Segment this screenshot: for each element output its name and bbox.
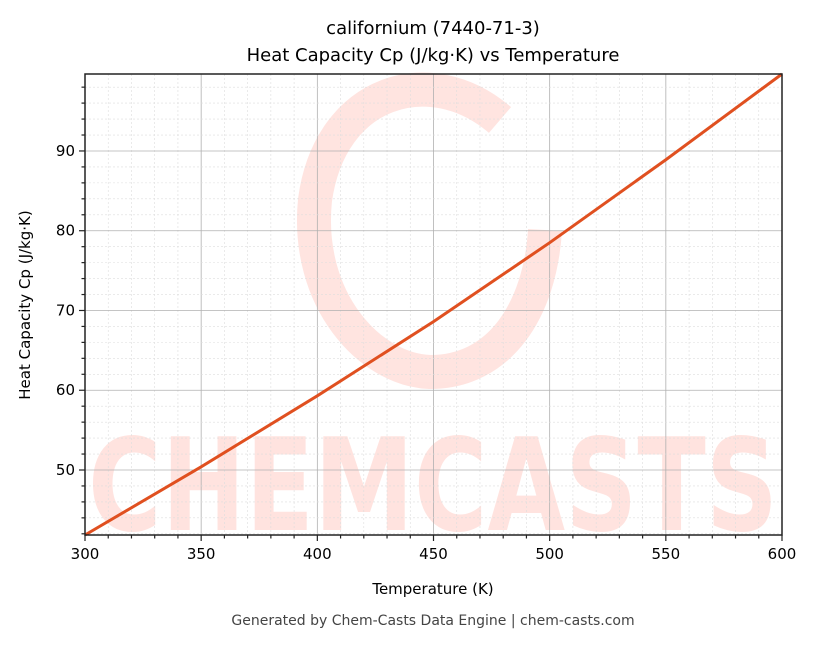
y-tick-label: 70 bbox=[56, 301, 75, 319]
y-axis-label: Heat Capacity Cp (J/kg·K) bbox=[16, 210, 34, 399]
x-tick-label: 350 bbox=[187, 545, 216, 563]
y-tick-label: 60 bbox=[56, 381, 75, 399]
x-tick-label: 550 bbox=[652, 545, 681, 563]
series-line bbox=[84, 72, 783, 537]
watermark: CHEMCASTS bbox=[88, 72, 778, 561]
footer-text: Generated by Chem-Casts Data Engine | ch… bbox=[231, 613, 634, 629]
x-tick-label: 500 bbox=[535, 545, 564, 563]
x-tick-label: 300 bbox=[71, 545, 100, 563]
watermark-logo-icon bbox=[297, 72, 562, 390]
chart-title: californium (7440-71-3) bbox=[326, 18, 540, 39]
x-tick-label: 400 bbox=[303, 545, 332, 563]
y-tick-label: 90 bbox=[56, 142, 75, 160]
chart-subtitle: Heat Capacity Cp (J/kg·K) vs Temperature bbox=[247, 45, 620, 66]
x-axis-label: Temperature (K) bbox=[371, 580, 493, 598]
x-tick-label: 450 bbox=[419, 545, 448, 563]
x-tick-label: 600 bbox=[768, 545, 797, 563]
y-tick-label: 50 bbox=[56, 461, 75, 479]
y-tick-label: 80 bbox=[56, 222, 75, 240]
